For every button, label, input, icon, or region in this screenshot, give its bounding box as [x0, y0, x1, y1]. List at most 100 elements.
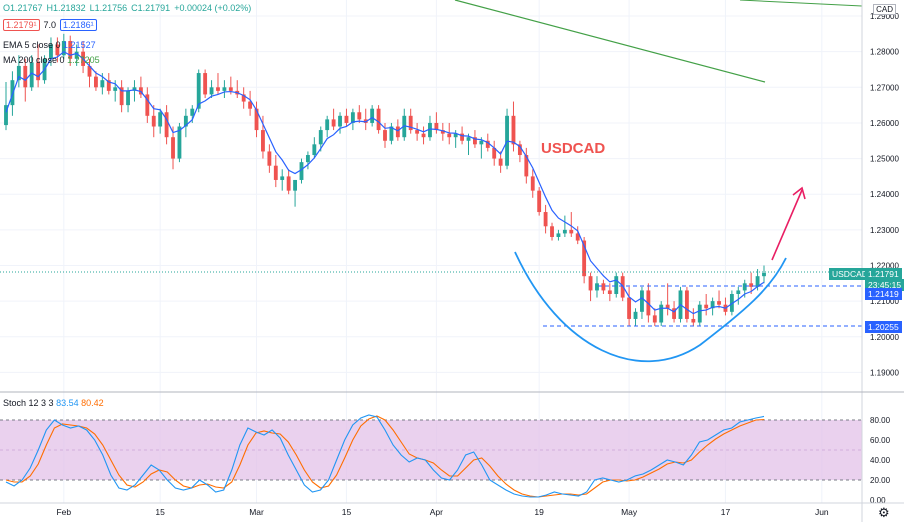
candle-body [460, 133, 465, 141]
arrow-icon [771, 186, 806, 261]
spread-value: 7.0 [43, 20, 57, 30]
candle-body [697, 304, 702, 323]
ma-value: 1.27205 [67, 55, 100, 65]
candle-body [177, 126, 182, 159]
candle-body [415, 130, 420, 134]
candle-body [717, 301, 721, 305]
candle-body [389, 126, 394, 141]
candle-body [742, 283, 747, 291]
candle-body [222, 87, 227, 91]
candle-body [338, 115, 342, 127]
candle-body [183, 115, 188, 127]
candle-body [29, 62, 34, 88]
time-axis[interactable]: Feb15Mar15Apr19May17Jun14Jul [56, 507, 904, 517]
candle-body [627, 297, 632, 319]
candle-body [421, 133, 426, 138]
ema-label: EMA 5 close 0 [3, 40, 61, 50]
candle-body [498, 158, 503, 166]
candle-body [171, 137, 175, 159]
candle-body [299, 162, 304, 180]
time-tick-label: 15 [155, 507, 165, 517]
candle-body [543, 212, 548, 227]
candle-body [94, 76, 98, 88]
price-axis[interactable]: 1.29000 1.28000 1.27000 1.26000 1.25000 1.240… [870, 12, 899, 377]
candle-body [428, 122, 432, 138]
candle-body [267, 151, 272, 166]
last-price-tag: 1.21791 [865, 268, 902, 280]
candle-body [562, 229, 567, 234]
main-pane-grid [0, 0, 862, 503]
stoch-tick-label: 60.00 [870, 436, 891, 445]
candle-body [517, 144, 522, 156]
candle-body [550, 226, 554, 237]
time-tick-label: Mar [249, 507, 264, 517]
candle-body [209, 87, 214, 95]
candle-body [132, 87, 137, 91]
candle-body [293, 179, 297, 191]
candle-body [106, 80, 111, 91]
candle-body [440, 130, 445, 134]
candle-body [659, 304, 664, 323]
price-tick-label: 1.28000 [870, 48, 899, 57]
gear-icon[interactable]: ⚙ [878, 506, 890, 521]
candles-group [4, 33, 766, 327]
price-tick-label: 1.19000 [870, 368, 899, 377]
candle-body [762, 272, 766, 277]
ema-legend[interactable]: EMA 5 close 0 1.21527 [3, 40, 96, 50]
sell-button[interactable]: 1.2179¹ [3, 19, 40, 31]
change-value: +0.00024 (+0.02%) [174, 3, 252, 13]
trade-buttons: 1.2179¹ 7.0 1.2186¹ [3, 19, 97, 31]
time-tick-label: 17 [721, 507, 731, 517]
candle-body [36, 62, 41, 81]
candle-body [601, 283, 606, 291]
candle-body [273, 165, 278, 180]
candle-body [588, 276, 593, 291]
candle-body [164, 112, 169, 138]
candle-body [453, 133, 458, 138]
candle-body [312, 144, 317, 156]
price-tick-label: 1.29000 [870, 12, 899, 21]
candle-body [16, 65, 21, 81]
candle-body [23, 65, 28, 88]
candle-body [350, 112, 355, 123]
candle-body [370, 108, 375, 123]
price-tick-label: 1.22000 [870, 261, 899, 270]
candle-body [318, 130, 323, 145]
price-tick-label: 1.26000 [870, 119, 899, 128]
candle-body [434, 122, 439, 131]
high-value: H1.21832 [46, 3, 86, 13]
stoch-k-line [5, 414, 765, 498]
candle-body [357, 112, 362, 120]
buy-button[interactable]: 1.2186¹ [60, 19, 97, 31]
candle-body [755, 276, 760, 287]
candle-body [395, 126, 400, 138]
candle-body [556, 233, 561, 237]
candle-body [537, 190, 542, 213]
candle-body [408, 115, 413, 131]
candle-body [530, 176, 535, 191]
candle-body [196, 73, 201, 109]
candle-body [61, 40, 66, 56]
stoch-pane: 80.00 60.00 40.00 20.00 0.00 [0, 414, 891, 505]
candle-body [749, 283, 754, 287]
candle-body [203, 73, 208, 95]
price-tick-label: 1.25000 [870, 155, 899, 164]
candle-body [286, 176, 291, 191]
low-value: L1.21756 [89, 3, 128, 13]
candle-body [575, 233, 580, 241]
stoch-legend[interactable]: Stoch 12 3 3 83.54 80.42 [3, 398, 104, 408]
candle-body [151, 115, 156, 127]
candle-body [466, 137, 471, 141]
candle-body [376, 108, 381, 131]
ma-legend[interactable]: MA 200 close 0 1.27205 [3, 55, 100, 65]
time-tick-label: 15 [342, 507, 352, 517]
candle-body [485, 140, 490, 148]
candle-body [331, 119, 336, 127]
time-tick-label: Jun [815, 507, 829, 517]
support-high-tag: 1.21419 [865, 288, 902, 300]
candle-body [49, 44, 53, 59]
ohlc-header: O1.21767 H1.21832 L1.21756 C1.21791 +0.0… [3, 3, 251, 13]
candle-body [280, 176, 285, 180]
candle-body [652, 315, 657, 323]
